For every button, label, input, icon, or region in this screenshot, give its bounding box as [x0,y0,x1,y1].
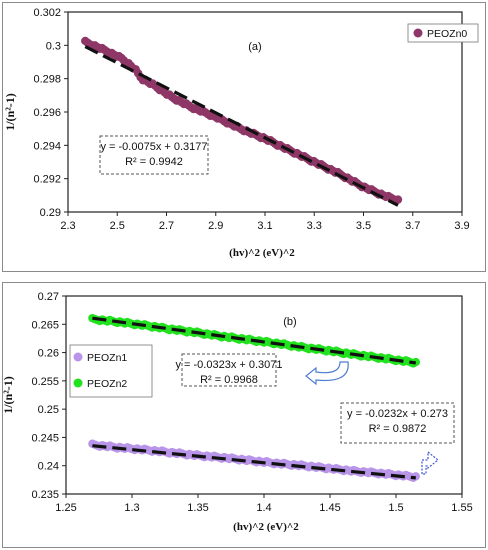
x-tick-label: 2.9 [208,220,223,232]
equation-text: R² = 0.9872 [369,423,427,435]
x-tick-label: 1.5 [388,502,403,514]
y-tick-label: 0.296 [33,107,61,119]
equation-text: y = -0.0232x + 0.273 [347,408,448,420]
x-tick-label: 1.3 [124,502,139,514]
chart-panel-0: 0.29 0.292 0.294 0.296 0.298 0.3 0.302 2.3 2.5 2.… [3,7,479,259]
legend-label: PEOZn0 [427,28,467,40]
y-tick-label: 0.245 [31,432,59,444]
y-axis-label: 1/(n²-1) [3,93,17,131]
equation-box [340,402,455,444]
x-tick-label: 3.5 [356,220,371,232]
x-tick-label: 1.45 [319,502,340,514]
y-tick-label: 0.265 [31,319,59,331]
x-tick-label: 3.7 [405,220,420,232]
x-tick-label: 2.5 [110,220,125,232]
legend-marker [73,378,83,388]
trendline [92,444,416,480]
y-tick-label: 0.298 [33,74,61,86]
equation-box [99,135,209,175]
x-tick-label: 3.1 [257,220,272,232]
x-tick-label: 2.3 [60,220,75,232]
legend-label: PEOZn1 [87,352,127,364]
y-tick-label: 0.29 [40,207,61,219]
arrow-icon [421,450,439,475]
y-tick-label: 0.255 [31,376,59,388]
y-tick-label: 0.235 [31,489,59,501]
panel-a-frame [2,2,486,272]
chart-panel-1: 0.235 0.24 0.245 0.25 0.255 0.26 0.265 0.27 1.25… [1,291,473,533]
y-tick-label: 0.26 [38,348,59,360]
x-tick-label: 3.9 [454,220,469,232]
panel-label: (a) [248,41,261,53]
data-point [393,195,403,204]
x-tick-label: 3.3 [307,220,322,232]
y-tick-label: 0.292 [33,174,61,186]
equation-text: R² = 0.9942 [125,156,183,168]
y-tick-label: 0.25 [38,404,59,416]
y-tick-label: 0.24 [38,461,59,473]
panel-b-frame [2,282,486,548]
y-tick-label: 0.302 [33,7,61,19]
x-tick-label: 1.25 [55,502,76,514]
x-axis-label: (hv)^2 (eV)^2 [229,247,295,259]
legend-box [69,344,153,398]
y-tick-label: 0.3 [46,40,61,52]
legend-marker [73,352,83,362]
x-tick-label: 2.7 [159,220,174,232]
trendline [92,316,417,365]
trendline [84,45,399,207]
legend-label: PEOZn2 [87,378,127,390]
series-PEOZn0 [81,36,403,205]
equation-text: y = -0.0075x + 0.3177 [100,141,207,153]
y-axis-label: 1/(n²-1) [1,376,15,414]
plot-area [67,11,463,213]
x-axis-label: (hv)^2 (eV)^2 [233,521,299,533]
x-tick-label: 1.35 [187,502,208,514]
equation-box [181,353,277,387]
x-tick-label: 1.55 [451,502,472,514]
equation-text: R² = 0.9968 [200,374,258,386]
legend-marker [413,28,423,38]
x-tick-label: 1.4 [256,502,271,514]
panel-label: (b) [283,316,296,328]
legend-box [407,23,479,43]
equation-text: y = -0.0323x + 0.3071 [175,359,282,371]
arrow-icon [305,361,349,386]
y-tick-label: 0.294 [33,140,61,152]
y-tick-label: 0.27 [38,291,59,303]
